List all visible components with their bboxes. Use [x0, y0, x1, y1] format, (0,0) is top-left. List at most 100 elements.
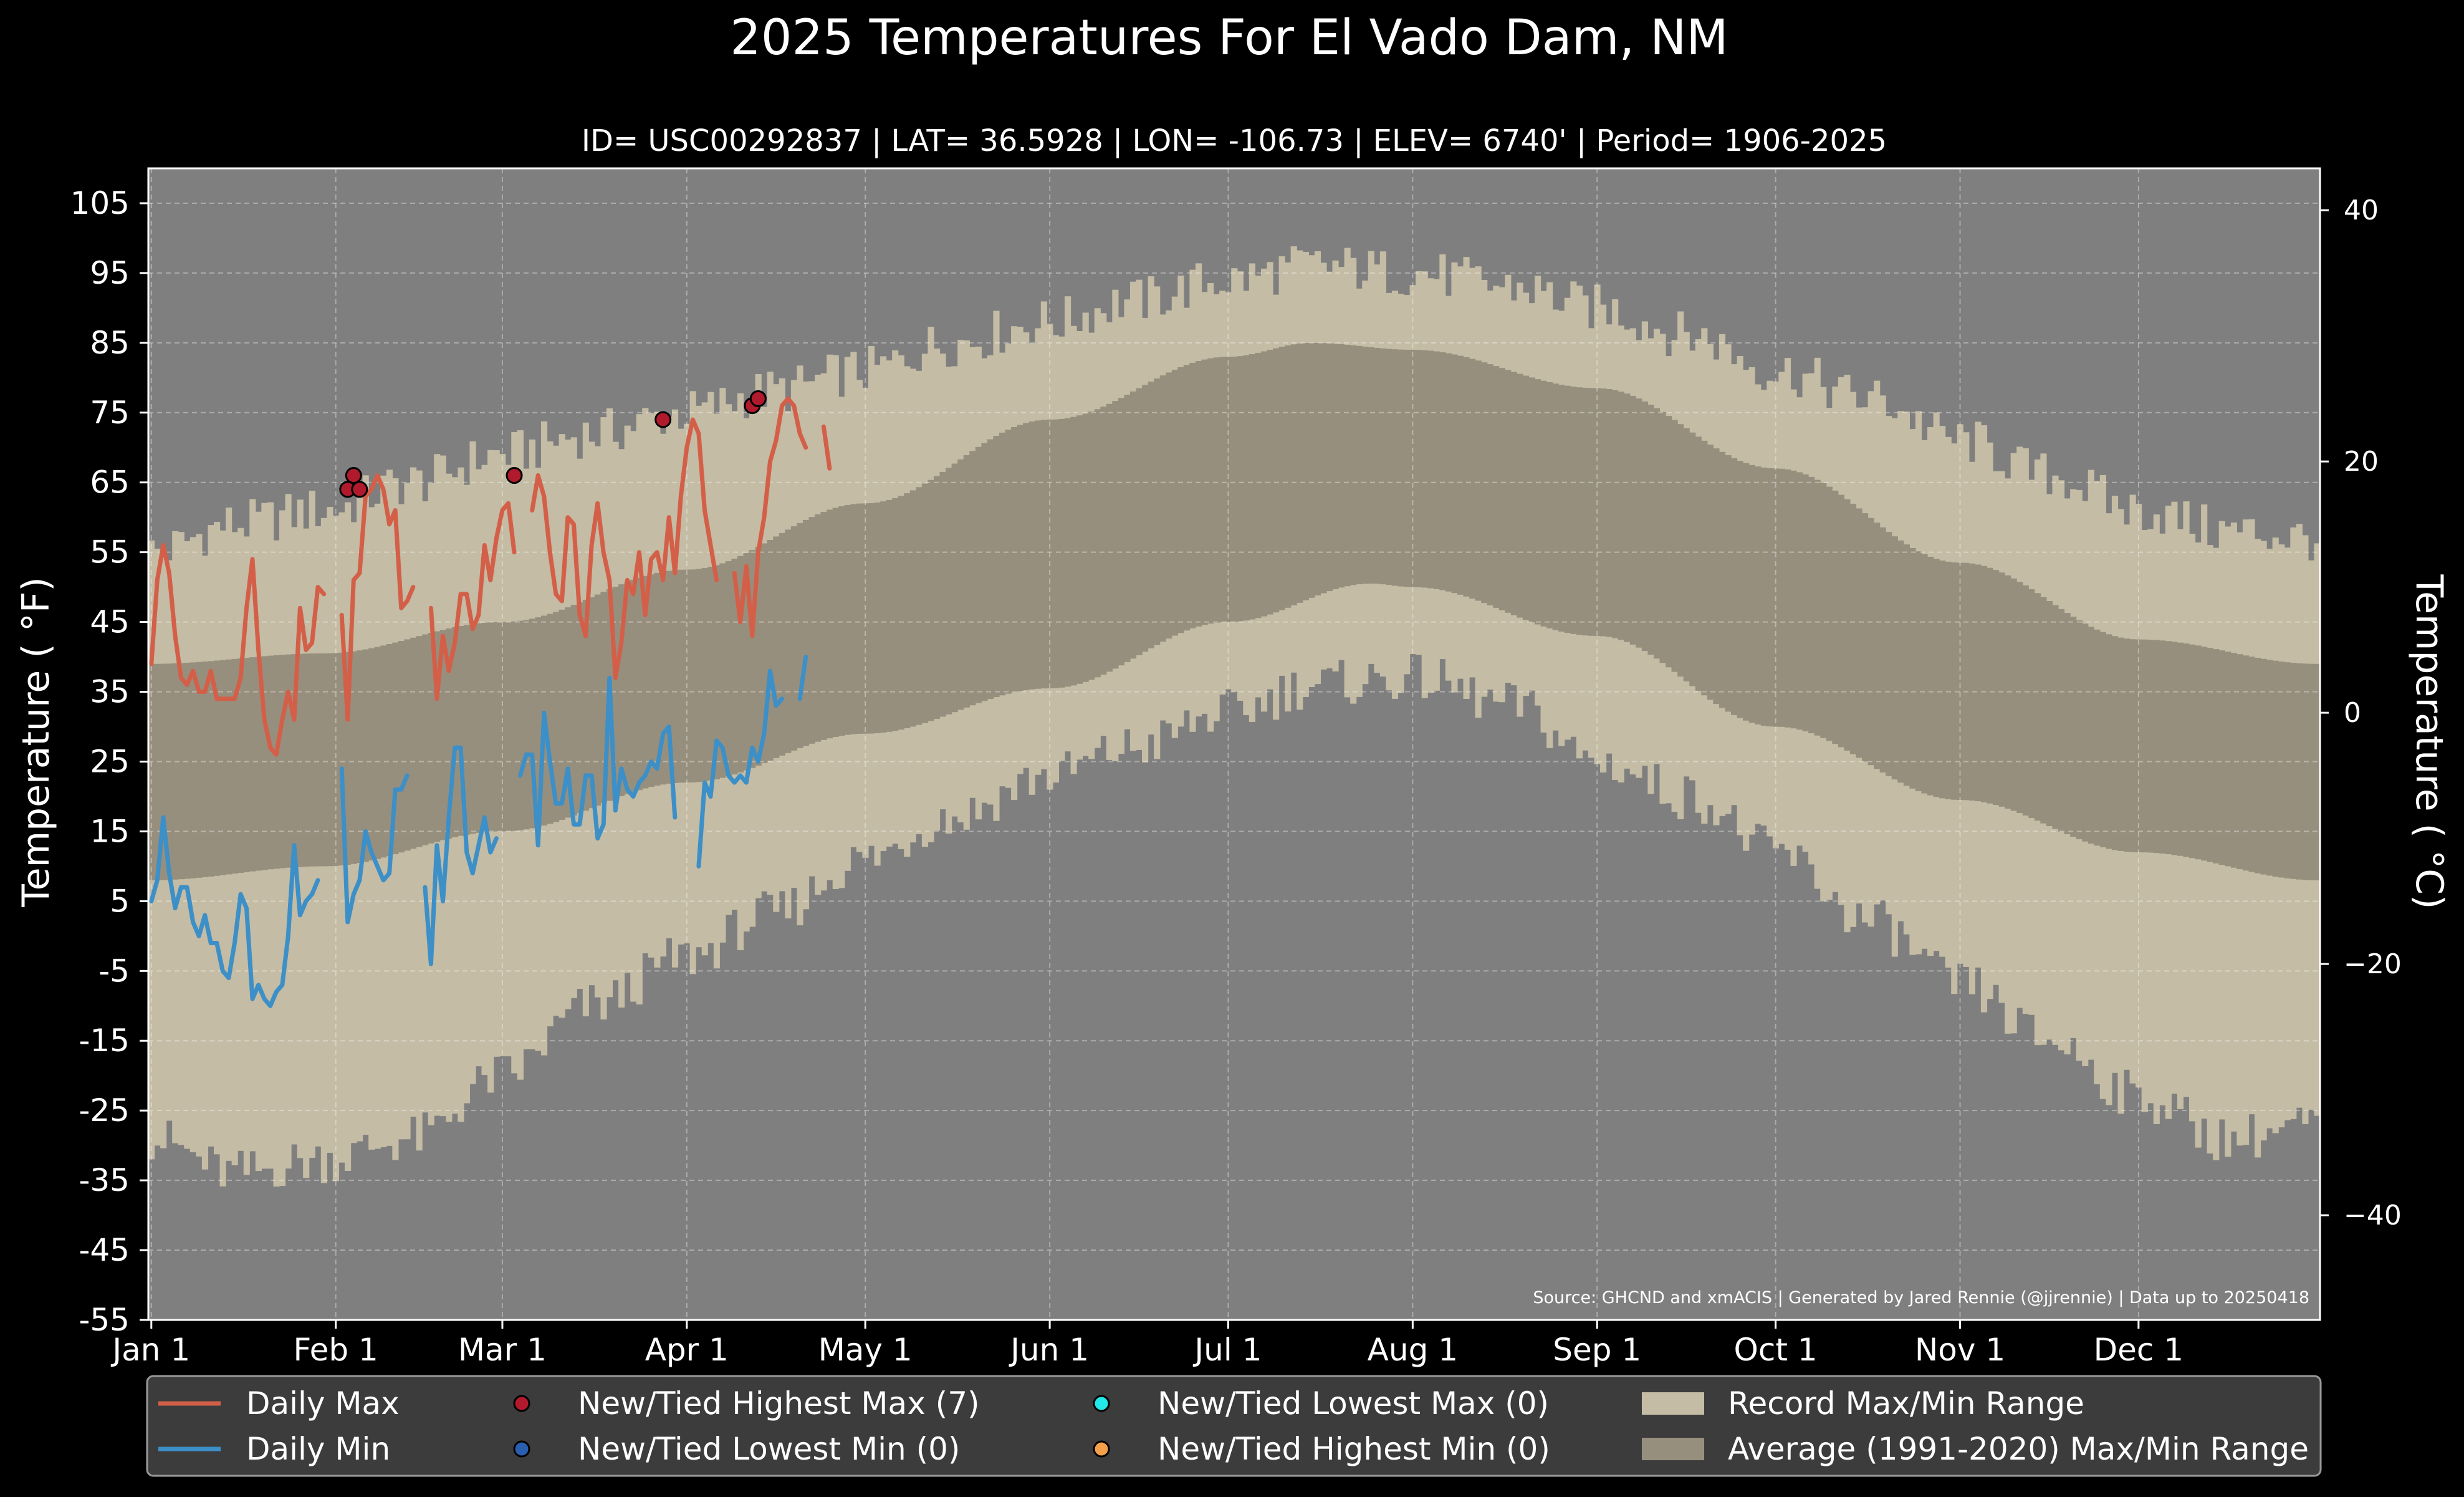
normal-range-bar — [898, 496, 904, 730]
normal-range-bar — [797, 522, 803, 748]
normal-range-bar — [957, 459, 964, 710]
normal-range-bar — [1290, 344, 1297, 605]
normal-range-bar — [1481, 362, 1488, 604]
y-axis-label-right: Temperature ( °C) — [2407, 574, 2451, 910]
normal-range-bar — [1767, 468, 1773, 727]
daily-max-line-segment — [732, 396, 808, 638]
normal-range-bar — [1713, 448, 1720, 705]
normal-range-bar — [1725, 455, 1732, 712]
legend-item-new-lowest-min: New/Tied Lowest Min (0) — [513, 1431, 960, 1467]
normal-range-bar — [928, 479, 934, 721]
normal-range-bar — [237, 658, 244, 873]
normal-range-bar — [773, 536, 780, 758]
normal-range-bar — [1112, 401, 1119, 669]
legend-label: New/Tied Lowest Max (0) — [1158, 1385, 1549, 1422]
normal-range-bar — [761, 543, 768, 764]
normal-range-bar — [2076, 620, 2083, 840]
normal-range-bar — [815, 514, 822, 742]
normal-range-bar — [1867, 517, 1874, 766]
normal-range-bar — [1273, 348, 1280, 613]
normal-range-bar — [916, 487, 923, 725]
x-tick-label: Sep 1 — [1553, 1332, 1641, 1368]
normal-range-bar — [1909, 547, 1916, 789]
normal-range-bar — [469, 623, 476, 834]
normal-range-bar — [1933, 559, 1940, 797]
normal-range-bar — [1314, 342, 1321, 596]
daily-max-line — [149, 396, 832, 757]
x-tick-label: Apr 1 — [645, 1332, 729, 1368]
x-tick-label: May 1 — [818, 1332, 913, 1368]
normal-range-bar — [386, 644, 393, 856]
normal-range-bar — [511, 621, 518, 831]
normal-range-bar — [2284, 662, 2291, 878]
normal-range-bar — [1278, 347, 1285, 610]
normal-range-bar — [2136, 639, 2142, 853]
y-tick-label: 55 — [90, 534, 130, 570]
x-tick-label: Jul 1 — [1192, 1332, 1262, 1368]
normal-range-bar — [2106, 634, 2112, 849]
normal-range-bar — [577, 602, 583, 814]
daily-min-line — [149, 655, 808, 1008]
normal-range-bar — [219, 660, 226, 875]
normal-range-bar — [1998, 572, 2005, 807]
normal-range-bar — [1903, 544, 1910, 786]
normal-range-bar — [1023, 423, 1030, 690]
normal-range-bar — [2266, 660, 2273, 876]
normal-range-bar — [463, 625, 471, 835]
normal-range-bar — [1094, 409, 1101, 678]
y-tick-label: -55 — [79, 1302, 130, 1338]
normal-range-bar — [2236, 654, 2243, 870]
normal-range-bar — [1505, 370, 1512, 613]
normal-range-bar — [1945, 561, 1952, 799]
y-tick-label: 15 — [90, 813, 130, 849]
daily-min-line-segment — [149, 815, 320, 1008]
normal-range-bar — [2272, 660, 2279, 877]
normal-range-bar — [309, 653, 315, 867]
normal-range-bar — [1540, 380, 1547, 627]
normal-range-bar — [630, 579, 637, 792]
y-tick-label: -15 — [79, 1023, 130, 1059]
normal-range-bar — [446, 628, 453, 839]
x-tick-label: Jan 1 — [110, 1332, 190, 1368]
normal-range-bar — [1570, 387, 1577, 634]
normal-range-bar — [422, 634, 429, 845]
normal-range-bar — [642, 575, 649, 789]
legend-item-normal-range: Average (1991-2020) Max/Min Range — [1642, 1431, 2309, 1467]
normal-range-bar — [707, 567, 714, 781]
normal-range-bar — [1719, 451, 1726, 708]
normal-range-bar — [636, 577, 643, 791]
normal-range-bar — [338, 652, 345, 866]
normal-range-bar — [654, 572, 661, 786]
normal-range-bar — [1416, 350, 1422, 587]
normal-range-bar — [255, 657, 262, 871]
normal-range-bar — [1082, 413, 1089, 682]
legend-dot-swatch — [1093, 1395, 1110, 1412]
legend-frame — [146, 1375, 2322, 1477]
x-tick-label: Mar 1 — [458, 1332, 547, 1368]
normal-range-bar — [832, 508, 839, 737]
normal-range-bar — [1374, 347, 1381, 584]
normal-range-bar — [2242, 655, 2250, 871]
legend-dot-swatch — [513, 1395, 530, 1412]
normal-range-bar — [1017, 425, 1023, 691]
normal-range-bar — [1148, 382, 1154, 648]
legend-label: Average (1991-2020) Max/Min Range — [1728, 1431, 2309, 1467]
legend-item-daily-min: Daily Min — [158, 1431, 390, 1467]
normal-range-bar — [1957, 562, 1963, 801]
normal-range-bar — [1231, 356, 1238, 622]
normal-range-bar — [588, 597, 595, 809]
normal-range-bar — [2040, 597, 2047, 824]
normal-range-bar — [1552, 383, 1559, 630]
normal-range-bar — [196, 662, 203, 878]
y-tick-label: 65 — [90, 465, 130, 501]
normal-range-bar — [678, 569, 684, 783]
normal-range-bar — [1201, 359, 1208, 625]
normal-range-bar — [1326, 343, 1333, 592]
legend-label: Record Max/Min Range — [1728, 1385, 2084, 1422]
legend-item-new-highest-min: New/Tied Highest Min (0) — [1093, 1431, 1550, 1467]
y-axis-label: Temperature ( °F) — [14, 577, 58, 908]
normal-range-bar — [357, 650, 363, 864]
normal-range-bar — [1653, 408, 1661, 659]
normal-range-bar — [2046, 601, 2053, 827]
normal-range-bar — [303, 653, 310, 867]
